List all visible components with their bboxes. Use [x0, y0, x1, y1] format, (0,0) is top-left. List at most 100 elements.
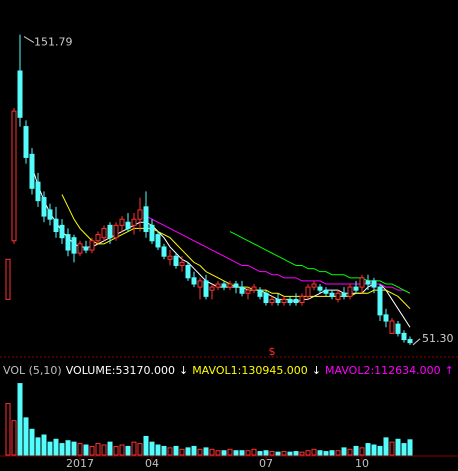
candle-body: [29, 153, 35, 189]
moving-average: [31, 166, 411, 328]
candle-body: [119, 218, 125, 226]
volume-bar: [83, 444, 89, 456]
volume-bar: [29, 428, 35, 456]
annotation-arrow: [412, 338, 421, 346]
candle-body: [11, 110, 17, 242]
volume-bar: [59, 443, 65, 456]
volume-bar: [47, 441, 53, 456]
volume-bar: [71, 441, 77, 456]
candle-body: [107, 224, 113, 239]
candle-body: [371, 280, 377, 288]
volume-bar: [53, 438, 59, 456]
x-tick-label: 04: [145, 457, 159, 470]
x-tick-label: 10: [355, 457, 369, 470]
candle-body: [359, 277, 365, 288]
candle-body: [275, 298, 281, 304]
candle-body: [95, 234, 101, 242]
candle-body: [263, 292, 269, 304]
volume-bar: [5, 403, 11, 456]
volume-bar: [161, 445, 167, 456]
volume-bar: [287, 451, 293, 456]
candle-body: [269, 298, 275, 304]
candle-body: [23, 126, 29, 158]
candle-body: [305, 286, 311, 297]
candle-body: [143, 206, 149, 233]
volume-legend: VOL (5,10): [3, 364, 62, 377]
candle-body: [77, 243, 83, 254]
candle-body: [71, 237, 77, 254]
volume-bar: [293, 451, 299, 456]
volume-bar: [191, 445, 197, 456]
volume-legend: VOLUME:53170.000: [66, 364, 175, 377]
volume-bar: [341, 447, 347, 456]
candle-body: [341, 292, 347, 297]
volume-bar: [239, 450, 245, 456]
candle-body: [323, 289, 329, 294]
volume-legend: MAVOL1:130945.000: [192, 364, 308, 377]
x-tick-label: 2017: [66, 457, 94, 470]
marker: $: [269, 345, 276, 358]
candle-body: [233, 283, 239, 288]
volume-bar: [305, 450, 311, 456]
candle-body: [221, 283, 227, 288]
volume-bar: [209, 448, 215, 456]
candle-body: [113, 224, 119, 239]
candle-body: [185, 264, 191, 279]
candle-body: [311, 283, 317, 288]
candle-body: [83, 246, 89, 251]
volume-bar: [11, 420, 17, 456]
candle-body: [281, 298, 287, 304]
candle-body: [47, 209, 53, 220]
volume-bar: [149, 441, 155, 456]
volume-bar: [137, 443, 143, 456]
volume-bar: [167, 447, 173, 456]
candle-body: [251, 286, 257, 291]
volume-legend: ↑: [445, 364, 454, 377]
candle-body: [35, 181, 41, 202]
candle-body: [137, 209, 143, 220]
candle-body: [293, 298, 299, 304]
candle-body: [365, 280, 371, 285]
x-tick-label: 07: [259, 457, 273, 470]
volume-bar: [389, 441, 395, 456]
candle-body: [395, 323, 401, 334]
volume-bar: [371, 444, 377, 456]
volume-bar: [155, 444, 161, 456]
volume-bar: [65, 440, 71, 456]
candle-body: [347, 286, 353, 297]
candle-body: [227, 283, 233, 288]
candle-body: [257, 289, 263, 297]
candle-body: [179, 261, 185, 266]
volume-bar: [233, 450, 239, 456]
volume-bar: [113, 445, 119, 456]
annotation-arrow: [23, 36, 35, 44]
volume-bar: [299, 451, 305, 456]
candle-body: [155, 234, 161, 248]
candle-body: [215, 283, 221, 288]
candle-body: [197, 280, 203, 288]
volume-bar: [215, 450, 221, 456]
volume-bar: [269, 451, 275, 456]
candle-body: [167, 255, 173, 260]
volume-bar: [143, 435, 149, 456]
volume-bar: [245, 450, 251, 456]
low-label: 51.30: [422, 332, 454, 345]
volume-legend: ↓: [179, 364, 188, 377]
volume-legend: MAVOL2:112634.000: [325, 364, 441, 377]
volume-bar: [395, 438, 401, 456]
volume-bar: [107, 441, 113, 456]
volume-bar: [401, 443, 407, 456]
candle-body: [101, 227, 107, 239]
volume-bar: [311, 448, 317, 456]
volume-bar: [101, 444, 107, 456]
volume-bar: [17, 383, 23, 456]
volume-bar: [353, 445, 359, 456]
candle-body: [239, 286, 245, 294]
volume-bar: [275, 451, 281, 456]
volume-bar: [359, 447, 365, 456]
volume-bar: [263, 450, 269, 456]
candle-body: [407, 339, 413, 344]
candle-body: [41, 197, 47, 217]
